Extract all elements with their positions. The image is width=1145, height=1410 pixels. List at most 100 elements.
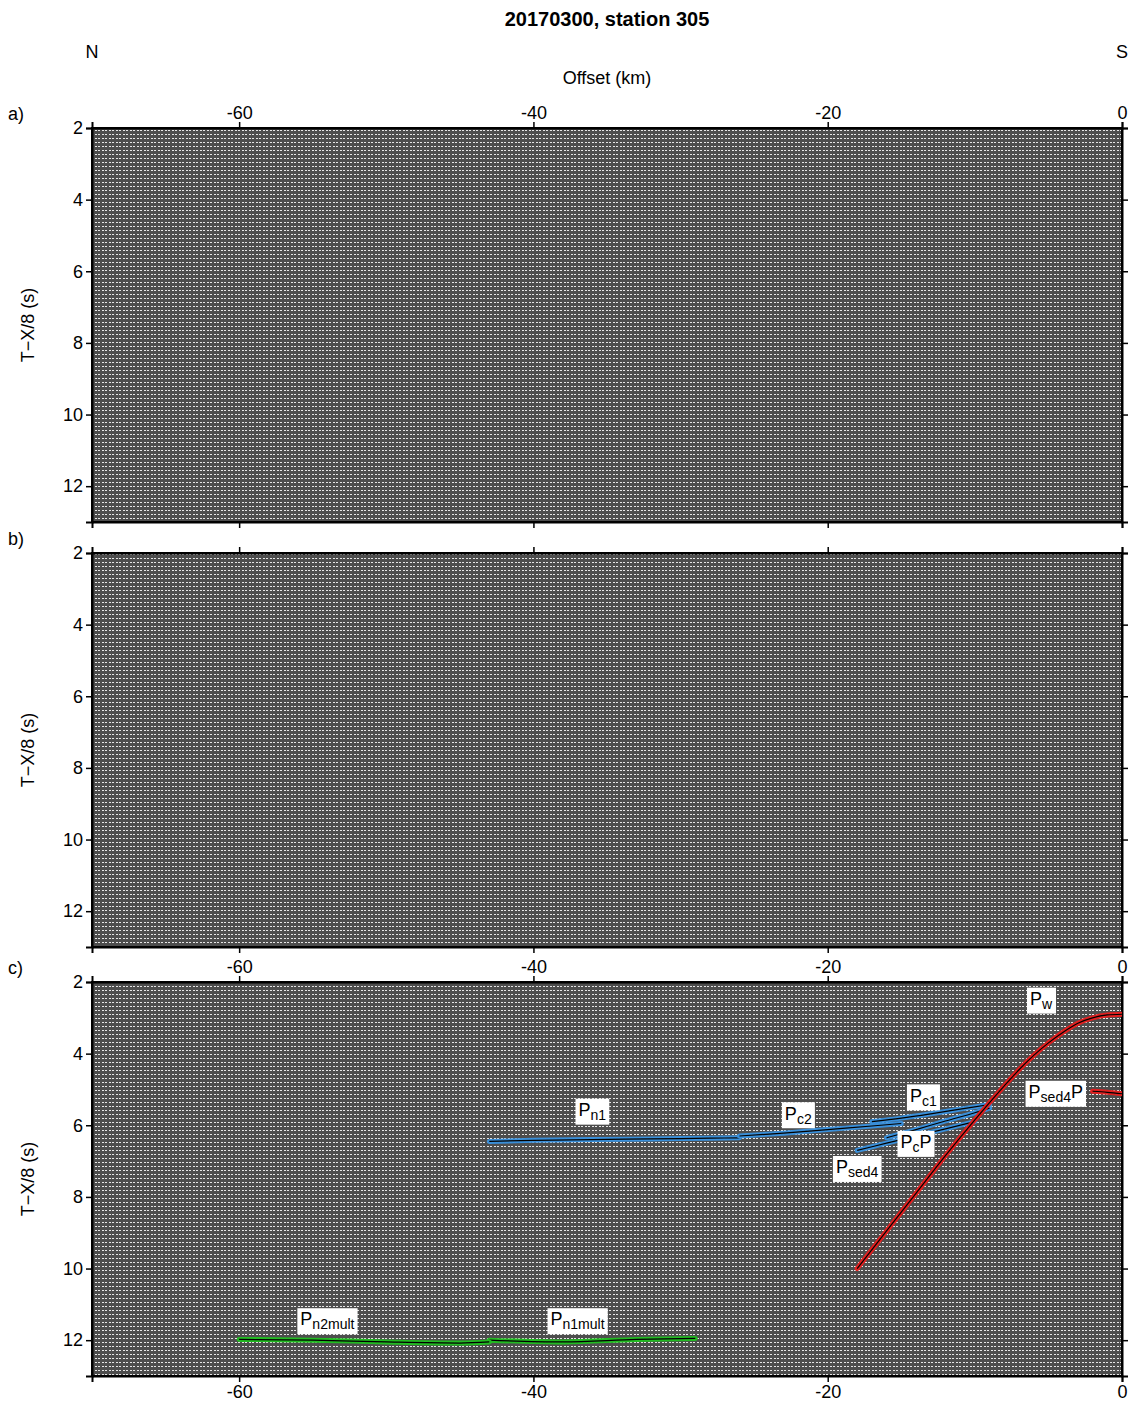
phase-label: Psed4P [1026, 1081, 1086, 1107]
panel: -60-40-20024681012T−X/8 (s)a)Offset (km)… [8, 42, 1128, 528]
pick-line [857, 1014, 1122, 1268]
tick: 4 [73, 190, 92, 210]
tick-label: 2 [73, 972, 83, 992]
tick-label: 4 [73, 1044, 83, 1064]
panel: 2 4 6 8 10 12 T−X/8 (s) b) [8, 529, 1128, 953]
tick: -40 [521, 957, 547, 982]
phase-label: Pc1 [907, 1084, 940, 1110]
tick-label: -40 [521, 1382, 547, 1402]
y-axis-title: T−X/8 (s) [18, 1142, 38, 1217]
tick-label: 6 [73, 687, 83, 707]
tick-label: 12 [63, 901, 83, 921]
tick-label: 0 [1117, 1382, 1127, 1402]
phase-label: Pc2 [782, 1102, 815, 1128]
tick: 2 [73, 543, 92, 563]
phase-label: Pn2mult [297, 1308, 357, 1334]
axis-line [93, 523, 1123, 529]
tick-label: 4 [73, 615, 83, 635]
model-line [1093, 1091, 1122, 1094]
pick-line [489, 1138, 739, 1142]
axis-line [1123, 983, 1129, 1377]
tick-label: 0 [1117, 103, 1127, 123]
phase-label: Pn1 [575, 1099, 609, 1125]
label-background [1026, 1081, 1086, 1107]
tick: 2 [73, 972, 92, 992]
figure: -60-40-20024681012T−X/8 (s)a)Offset (km)… [0, 0, 1145, 1410]
direction-label: N [86, 42, 99, 62]
tick: 12 [63, 476, 92, 496]
label-background [297, 1308, 357, 1334]
label-background [897, 1131, 934, 1157]
phase-label-text: Pc1 [910, 1085, 937, 1108]
tick-label: -60 [227, 103, 253, 123]
tick-label: 10 [63, 830, 83, 850]
axis-line [93, 948, 1123, 954]
tick: 0 [1117, 957, 1127, 982]
tick: -20 [815, 1376, 841, 1402]
tick: 6 [73, 687, 92, 707]
model-line [239, 1339, 489, 1343]
tick: 10 [63, 1259, 92, 1279]
label-background [782, 1102, 815, 1128]
axis: 2 4 6 8 10 12 [63, 543, 93, 947]
axis: 2 4 6 8 10 12 [63, 972, 93, 1376]
plot-background [92, 982, 1122, 1376]
tick: -60 [227, 957, 253, 982]
phase-label: Pn1mult [548, 1308, 608, 1334]
tick-label: -40 [521, 957, 547, 977]
axis: -60 -40 -20 0 [93, 957, 1128, 983]
tick: 4 [73, 615, 92, 635]
phase-label: Psed4 [833, 1156, 882, 1182]
panel: -60 -40 -20 0 -60 -40 -20 0 2 4 6 8 10 12 Pn1 Pc2 Pc1 PcP… [8, 957, 1128, 1402]
tick-label: 12 [63, 1330, 83, 1350]
tick: 8 [73, 333, 92, 353]
tick: 8 [73, 758, 92, 778]
direction-label: S [1116, 42, 1128, 62]
plot-background [92, 128, 1122, 522]
tick: 0 [1117, 103, 1127, 128]
tick-label: 8 [73, 333, 83, 353]
tick: -60 [227, 1376, 253, 1402]
plot-frame [92, 982, 1122, 1376]
tick-label: -20 [815, 103, 841, 123]
tick: -60 [227, 103, 253, 128]
phase-label-text: Pn2mult [300, 1309, 354, 1332]
tick: 12 [63, 901, 92, 921]
axis-line [1123, 129, 1129, 523]
tick-label: 2 [73, 118, 83, 138]
tick: 6 [73, 1116, 92, 1136]
tick: -20 [815, 957, 841, 982]
plot-frame [92, 553, 1122, 947]
model-line [739, 1123, 901, 1136]
tick-label: -40 [521, 103, 547, 123]
tick-label: 8 [73, 1187, 83, 1207]
axis-line [1123, 554, 1129, 948]
panel-letter: c) [8, 958, 23, 978]
panel-letter: a) [8, 104, 24, 124]
phase-label-text: Pc2 [785, 1103, 812, 1126]
pick-line [739, 1123, 901, 1136]
phase-label: Pw [1027, 988, 1056, 1014]
label-background [833, 1156, 882, 1182]
tick: 4 [73, 1044, 92, 1064]
pick-line [239, 1339, 489, 1343]
tick-label: 10 [63, 1259, 83, 1279]
tick-label: -20 [815, 957, 841, 977]
label-background [1027, 988, 1056, 1014]
y-axis-title: T−X/8 (s) [18, 713, 38, 788]
tick-label: 10 [63, 405, 83, 425]
y-axis-title: T−X/8 (s) [18, 288, 38, 363]
label-background [548, 1308, 608, 1334]
model-line [489, 1338, 695, 1342]
panel-letter: b) [8, 529, 24, 549]
axis: 2 4 6 8 10 12 [63, 118, 93, 522]
phase-label-text: Pw [1030, 989, 1053, 1012]
tick-label: -20 [815, 1382, 841, 1402]
tick-label: 8 [73, 758, 83, 778]
tick: -20 [815, 103, 841, 128]
tick: 6 [73, 262, 92, 282]
phase-label: PcP [897, 1131, 934, 1157]
phase-label-text: Psed4P [1029, 1082, 1083, 1105]
tick-label: -60 [227, 957, 253, 977]
label-background [907, 1084, 940, 1110]
